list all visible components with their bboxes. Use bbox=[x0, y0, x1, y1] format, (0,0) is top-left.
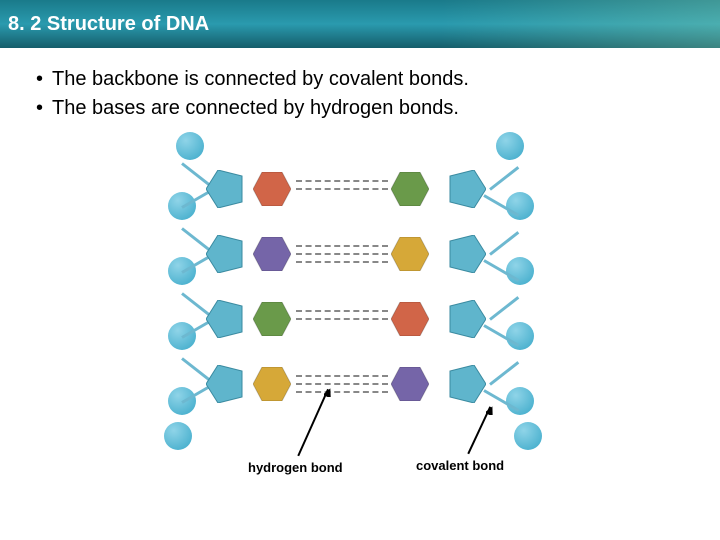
covalent-bond bbox=[489, 166, 519, 191]
phosphate bbox=[164, 422, 192, 450]
base-C: C bbox=[391, 237, 429, 271]
hydrogen-bond bbox=[296, 310, 388, 312]
base-A: A bbox=[391, 172, 429, 206]
header-decoration bbox=[440, 0, 720, 48]
hydrogen-bond-label: hydrogen bond bbox=[248, 460, 343, 475]
hydrogen-bond bbox=[296, 261, 388, 263]
sugar-pentagon bbox=[206, 300, 246, 338]
hydrogen-bond bbox=[296, 391, 388, 393]
phosphate bbox=[506, 387, 534, 415]
hydrogen-bond bbox=[296, 253, 388, 255]
arrowhead-icon bbox=[324, 384, 333, 402]
phosphate bbox=[514, 422, 542, 450]
bullet-item: The bases are connected by hydrogen bond… bbox=[28, 97, 692, 120]
hydrogen-bond bbox=[296, 188, 388, 190]
hydrogen-bond bbox=[296, 318, 388, 320]
header-title: 8. 2 Structure of DNA bbox=[8, 13, 209, 36]
base-T: T bbox=[253, 172, 291, 206]
sugar-pentagon bbox=[446, 235, 486, 273]
slide-content: The backbone is connected by covalent bo… bbox=[0, 48, 720, 500]
hydrogen-bond bbox=[296, 180, 388, 182]
phosphate bbox=[496, 132, 524, 160]
sugar-pentagon bbox=[446, 170, 486, 208]
sugar-pentagon bbox=[206, 365, 246, 403]
slide-header: 8. 2 Structure of DNA bbox=[0, 0, 720, 48]
arrowhead-icon bbox=[486, 402, 495, 420]
dna-diagram: TAGCATCGhydrogen bondcovalent bond bbox=[148, 140, 568, 480]
covalent-bond bbox=[489, 231, 519, 256]
base-A: A bbox=[253, 302, 291, 336]
covalent-bond bbox=[489, 296, 519, 321]
sugar-pentagon bbox=[446, 300, 486, 338]
sugar-pentagon bbox=[206, 170, 246, 208]
bullet-list: The backbone is connected by covalent bo… bbox=[28, 68, 692, 120]
hydrogen-bond bbox=[296, 245, 388, 247]
bullet-item: The backbone is connected by covalent bo… bbox=[28, 68, 692, 91]
sugar-pentagon bbox=[446, 365, 486, 403]
phosphate bbox=[506, 257, 534, 285]
covalent-bond bbox=[489, 361, 519, 386]
base-G: G bbox=[391, 367, 429, 401]
base-C: C bbox=[253, 367, 291, 401]
sugar-pentagon bbox=[206, 235, 246, 273]
covalent-bond-label: covalent bond bbox=[416, 458, 504, 473]
base-T: T bbox=[391, 302, 429, 336]
hydrogen-bond bbox=[296, 375, 388, 377]
hydrogen-bond bbox=[296, 383, 388, 385]
phosphate bbox=[506, 192, 534, 220]
phosphate bbox=[176, 132, 204, 160]
phosphate bbox=[506, 322, 534, 350]
base-G: G bbox=[253, 237, 291, 271]
